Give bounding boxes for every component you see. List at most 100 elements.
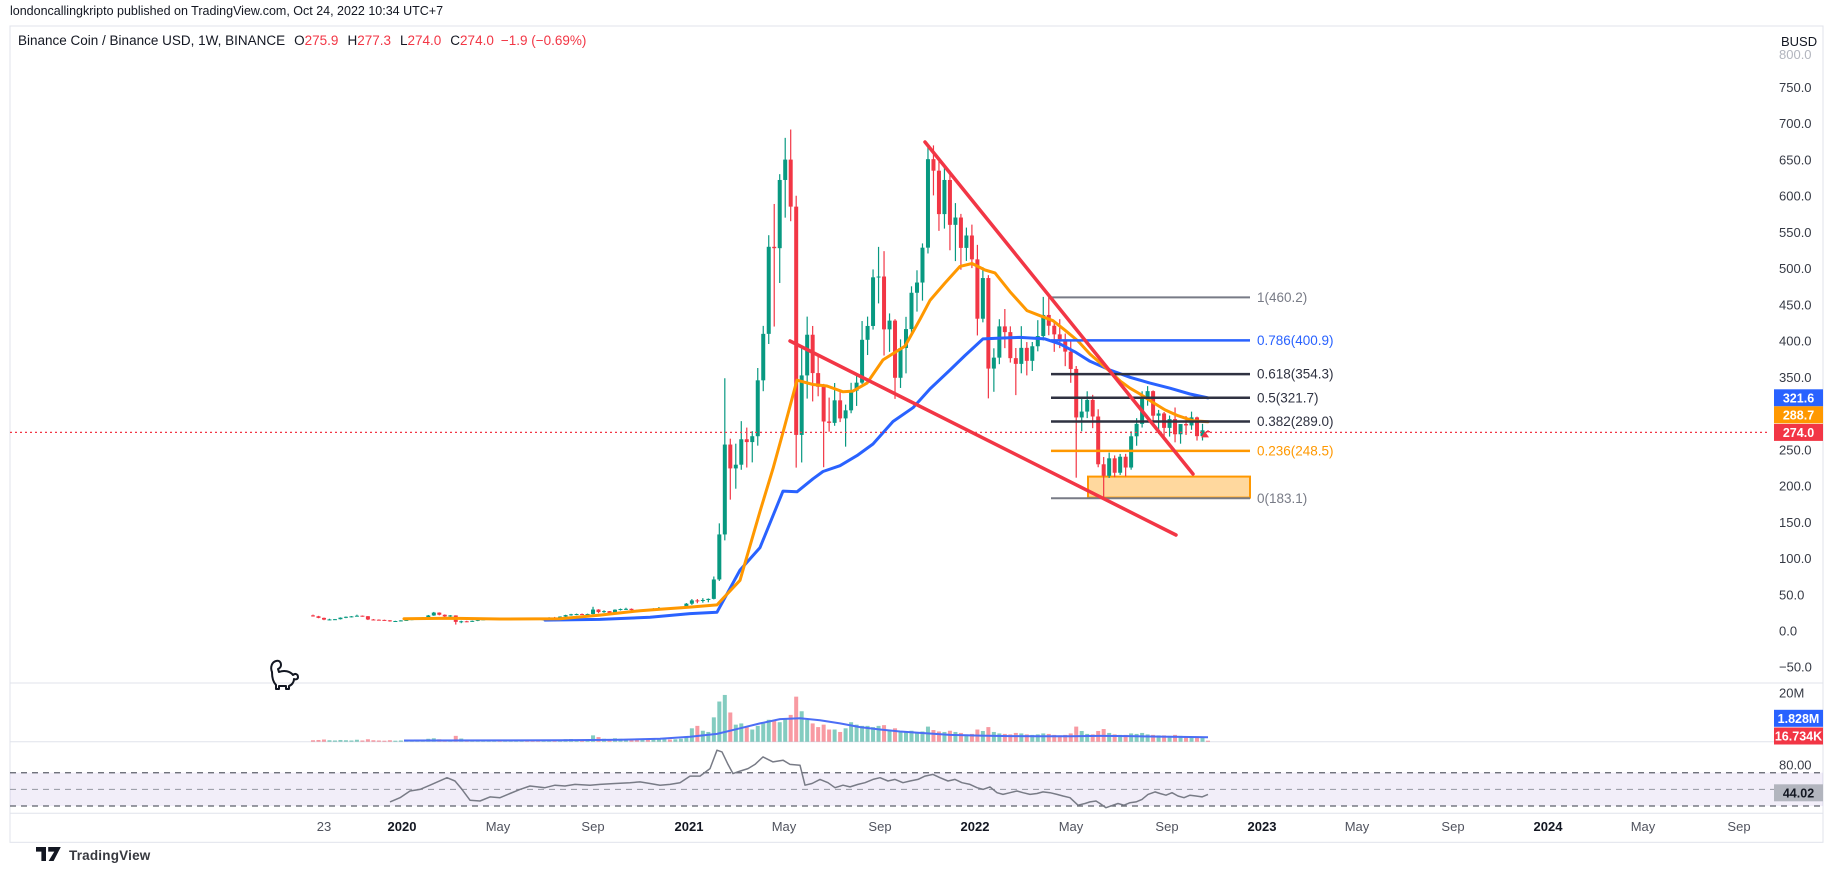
volume-bar (371, 740, 376, 742)
volume-bar (1162, 735, 1167, 742)
volume-pane (311, 694, 1210, 742)
price-tick: 600.0 (1779, 189, 1812, 204)
candle-body (580, 614, 585, 616)
volume-bar (1167, 735, 1172, 742)
candle-body (387, 620, 392, 622)
candle-body (958, 217, 963, 248)
ohlc-high-value: 277.3 (357, 33, 391, 48)
volume-bar (936, 731, 941, 742)
volume-bar (711, 717, 716, 742)
candle-body (1013, 358, 1018, 364)
volume-bar (1063, 734, 1068, 742)
candle-body (393, 620, 398, 622)
volume-bar (376, 740, 381, 742)
candle-body (854, 382, 859, 391)
price-tick: 250.0 (1779, 442, 1812, 457)
volume-bar (1145, 734, 1150, 742)
price-scale[interactable]: 750.0 700.0 650.0 600.0 550.0 500.0 450.0 400.0… (1774, 80, 1823, 802)
candle-body (920, 247, 925, 283)
time-tick: 2023 (1248, 819, 1277, 834)
trendline[interactable] (923, 140, 1195, 476)
volume-bar (810, 723, 815, 742)
volume-bar (865, 725, 870, 742)
volume-bar (678, 738, 683, 742)
candle-body (942, 179, 947, 215)
scale-badge-text: 16.734K (1775, 730, 1822, 744)
scale-badge-text: 321.6 (1783, 391, 1814, 405)
candle-body (865, 325, 870, 340)
candle-body (591, 609, 596, 614)
volume-bar (1052, 734, 1057, 742)
candle-body (398, 620, 403, 622)
candle-body (327, 619, 332, 621)
demand-zone-rectangle[interactable] (1087, 475, 1251, 499)
scale-badge-text: 1.828M (1778, 712, 1820, 726)
volume-bar (958, 732, 963, 742)
volume-bar (387, 740, 392, 742)
candle-body (1090, 399, 1095, 417)
candle-body (882, 276, 887, 330)
volume-bar (1085, 733, 1090, 742)
volume-bar (728, 712, 733, 742)
volume-bar (629, 739, 634, 742)
scale-badge-text: 274.0 (1783, 426, 1814, 440)
volume-bar (744, 727, 749, 742)
trendline[interactable] (788, 339, 1178, 537)
volume-bar (722, 694, 727, 742)
quote-currency-label: BUSD (1781, 34, 1818, 49)
volume-bar (1134, 733, 1139, 742)
candle-body (887, 320, 892, 330)
candle-body (442, 614, 447, 617)
scale-badge (1774, 727, 1823, 745)
volume-bar (689, 728, 694, 742)
candle-body (832, 400, 837, 423)
volume-bar (750, 729, 755, 742)
change-value: −1.9 (−0.69%) (500, 33, 587, 48)
candle-body (931, 159, 936, 171)
price-tick: 0.0 (1779, 624, 1797, 639)
candle-body (459, 621, 464, 623)
tradingview-logo[interactable]: TradingView (36, 846, 150, 864)
candle-body (991, 357, 996, 369)
volume-bar (876, 725, 881, 742)
candle-body (1096, 416, 1101, 465)
candle-body (860, 339, 865, 383)
candle-body (689, 600, 694, 604)
candle-body (311, 615, 315, 617)
candle-body (777, 179, 782, 249)
candle-body (1145, 391, 1150, 398)
symbol-title: Binance Coin / Binance USD, 1W, BINANCE (18, 33, 286, 48)
candle-body (964, 235, 969, 248)
time-tick: May (1631, 819, 1656, 834)
time-tick: Sep (581, 819, 604, 834)
volume-bar (887, 730, 892, 742)
volume-bar (849, 722, 854, 742)
candle-body (360, 615, 365, 617)
symbol-legend[interactable]: Binance Coin / Binance USD, 1W, BINANCE O… (18, 33, 586, 48)
price-tick: 200.0 (1779, 479, 1812, 494)
candle-body (354, 615, 359, 617)
candle-body (1030, 346, 1035, 361)
volume-bar (1200, 737, 1205, 742)
candle-body (816, 373, 821, 387)
trendline-drawings[interactable] (788, 140, 1195, 537)
candle-body (569, 614, 574, 616)
candle-body (1195, 417, 1200, 437)
time-axis[interactable]: 23 2020 May Sep 2021 May Sep 2022 May Sep 2023 May S… (317, 819, 1751, 834)
widget-border (9, 25, 1824, 843)
volume-bar (766, 719, 771, 742)
candle-body (321, 617, 326, 620)
candle-body (821, 386, 826, 422)
candle-body (1167, 419, 1172, 428)
dino-doodle[interactable] (270, 659, 299, 690)
fib-retracement-drawing[interactable]: 1(460.2) 0.786(400.9) 0.618(354.3) 0.5(321.… (1051, 290, 1334, 506)
volume-bar (354, 739, 359, 742)
candle-body (838, 400, 843, 419)
candle-body (904, 329, 909, 348)
volume-bar (1118, 734, 1123, 742)
dino-doodle-drawing[interactable] (270, 659, 299, 690)
volume-bar (327, 740, 332, 742)
candle-body (1074, 368, 1079, 418)
candle-body (700, 599, 705, 601)
